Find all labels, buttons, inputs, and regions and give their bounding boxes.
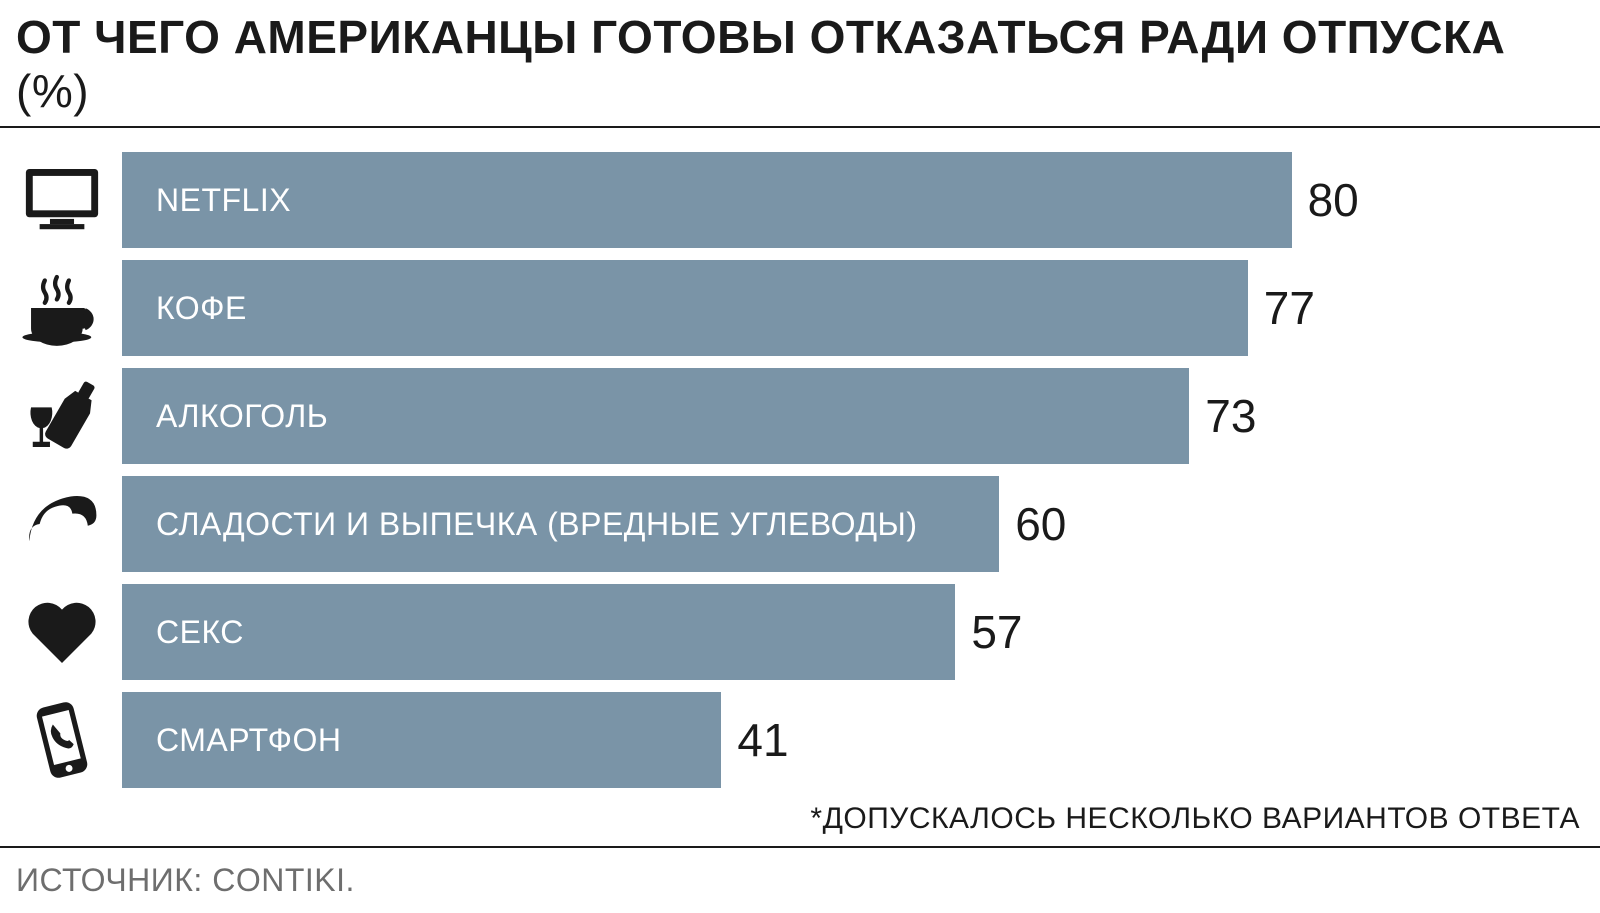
bar-value: 41 — [737, 717, 788, 763]
bar-cell: СЛАДОСТИ И ВЫПЕЧКА (ВРЕДНЫЕ УГЛЕВОДЫ) 60 — [122, 476, 1584, 572]
chart-rows: NETFLIX 80 КОФЕ 77 — [0, 128, 1600, 798]
bar-value: 80 — [1308, 177, 1359, 223]
bar-row: NETFLIX 80 — [16, 146, 1584, 254]
bar-cell: КОФЕ 77 — [122, 260, 1584, 356]
bar-label: СЛАДОСТИ И ВЫПЕЧКА (ВРЕДНЫЕ УГЛЕВОДЫ) — [156, 506, 917, 543]
coffee-icon — [16, 265, 108, 351]
bar-row: КОФЕ 77 — [16, 254, 1584, 362]
bar-value: 73 — [1205, 393, 1256, 439]
bar-row: СМАРТФОН 41 — [16, 686, 1584, 794]
source-text: ИСТОЧНИК: CONTIKI. — [0, 846, 1600, 913]
bar: СМАРТФОН — [122, 692, 721, 788]
bar-label: NETFLIX — [156, 182, 291, 219]
chart-container: ОТ ЧЕГО АМЕРИКАНЦЫ ГОТОВЫ ОТКАЗАТЬСЯ РАД… — [0, 0, 1600, 913]
wine-icon — [16, 373, 108, 459]
bar-row: СЕКС 57 — [16, 578, 1584, 686]
bar-label: СМАРТФОН — [156, 722, 341, 759]
bar-cell: СЕКС 57 — [122, 584, 1584, 680]
bar-value: 57 — [971, 609, 1022, 655]
bar: СЛАДОСТИ И ВЫПЕЧКА (ВРЕДНЫЕ УГЛЕВОДЫ) — [122, 476, 999, 572]
chart-title: ОТ ЧЕГО АМЕРИКАНЦЫ ГОТОВЫ ОТКАЗАТЬСЯ РАД… — [16, 10, 1584, 118]
bar: СЕКС — [122, 584, 955, 680]
footnote: *ДОПУСКАЛОСЬ НЕСКОЛЬКО ВАРИАНТОВ ОТВЕТА — [0, 798, 1600, 846]
phone-icon — [16, 697, 108, 783]
bar: АЛКОГОЛЬ — [122, 368, 1189, 464]
bar: NETFLIX — [122, 152, 1292, 248]
bar-label: АЛКОГОЛЬ — [156, 398, 328, 435]
bar-value: 60 — [1015, 501, 1066, 547]
bar: КОФЕ — [122, 260, 1248, 356]
tv-icon — [16, 157, 108, 243]
bar-cell: АЛКОГОЛЬ 73 — [122, 368, 1584, 464]
heart-icon — [16, 589, 108, 675]
bar-value: 77 — [1264, 285, 1315, 331]
bar-label: КОФЕ — [156, 290, 247, 327]
bar-cell: СМАРТФОН 41 — [122, 692, 1584, 788]
title-area: ОТ ЧЕГО АМЕРИКАНЦЫ ГОТОВЫ ОТКАЗАТЬСЯ РАД… — [0, 0, 1600, 128]
bar-row: АЛКОГОЛЬ 73 — [16, 362, 1584, 470]
bar-label: СЕКС — [156, 614, 244, 651]
bar-row: СЛАДОСТИ И ВЫПЕЧКА (ВРЕДНЫЕ УГЛЕВОДЫ) 60 — [16, 470, 1584, 578]
title-unit: (%) — [16, 65, 89, 117]
title-main: ОТ ЧЕГО АМЕРИКАНЦЫ ГОТОВЫ ОТКАЗАТЬСЯ РАД… — [16, 11, 1505, 63]
bar-cell: NETFLIX 80 — [122, 152, 1584, 248]
croissant-icon — [16, 481, 108, 567]
